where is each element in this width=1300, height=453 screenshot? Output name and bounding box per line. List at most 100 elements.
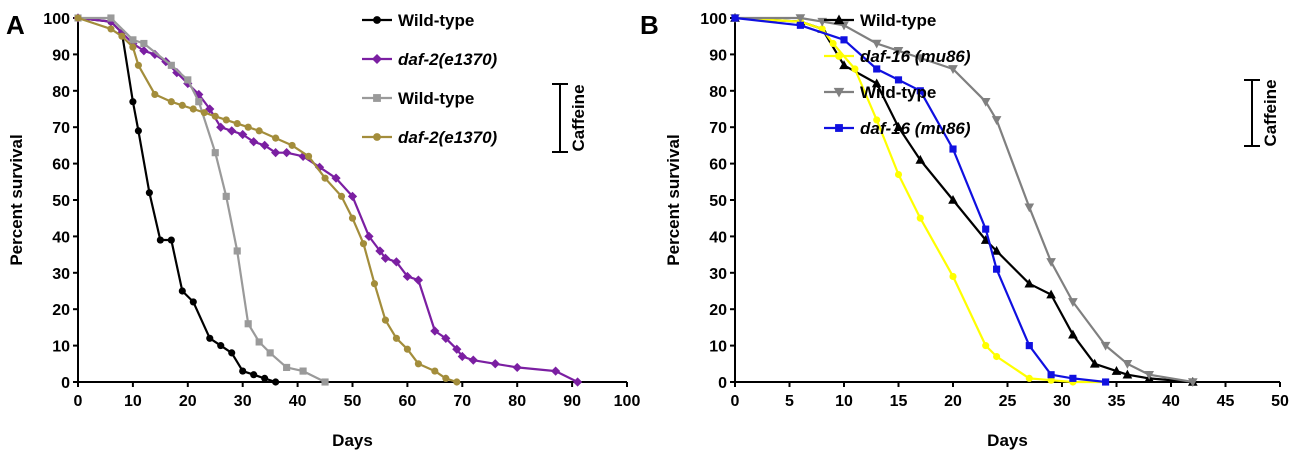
data-point: [1069, 374, 1077, 382]
data-point: [512, 362, 522, 373]
legend-label: daf-16 (mu86): [860, 47, 971, 66]
data-point: [233, 119, 241, 128]
data-point: [490, 359, 500, 369]
x-tick-label: 25: [999, 393, 1017, 410]
data-point: [118, 32, 126, 40]
data-point: [1144, 370, 1155, 380]
x-tick-label: 40: [289, 393, 307, 410]
data-point: [239, 367, 247, 375]
series-line: [77, 16, 458, 384]
data-point: [1047, 371, 1055, 379]
data-point: [993, 352, 1001, 361]
data-point: [840, 36, 848, 44]
x-tick-label: 90: [563, 393, 581, 410]
data-point: [321, 378, 329, 386]
data-point: [818, 25, 826, 33]
data-point: [129, 36, 137, 44]
legend-marker: [833, 14, 845, 25]
data-point: [1046, 258, 1056, 267]
series-3: [74, 14, 329, 386]
data-point: [873, 116, 881, 124]
y-tick-label: 30: [709, 266, 727, 283]
data-point: [871, 39, 882, 49]
data-point: [915, 54, 926, 64]
legend-marker: [373, 16, 381, 24]
data-point: [195, 98, 203, 106]
y-tick-label: 80: [709, 84, 727, 101]
x-tick-label: 10: [124, 393, 142, 410]
data-point: [74, 14, 82, 22]
data-point: [107, 14, 115, 22]
data-point: [392, 334, 400, 342]
data-point: [211, 149, 219, 157]
data-point: [272, 134, 280, 142]
legend-marker: [835, 52, 843, 60]
data-point: [380, 253, 391, 263]
data-point: [129, 43, 137, 51]
data-point: [228, 349, 236, 357]
x-tick-label: 100: [614, 393, 641, 410]
data-point: [391, 257, 402, 267]
legend-entry: daf-2(e1370): [362, 128, 498, 147]
y-tick-label: 70: [52, 120, 70, 137]
y-tick-label: 50: [52, 193, 70, 210]
series-line: [734, 16, 1106, 384]
y-tick-label: 0: [718, 375, 727, 392]
y-tick-label: 20: [709, 302, 727, 319]
data-point: [468, 355, 478, 365]
x-tick-label: 50: [1271, 393, 1289, 410]
data-point: [211, 112, 219, 120]
data-point: [244, 320, 252, 328]
data-point: [134, 61, 142, 69]
data-point: [359, 240, 368, 248]
data-point: [551, 366, 561, 376]
data-point: [442, 374, 450, 382]
data-point: [893, 46, 904, 56]
data-point: [1068, 329, 1078, 339]
data-point: [431, 367, 439, 375]
legend-entry: daf-16 (mu86): [824, 47, 971, 66]
data-point: [233, 247, 241, 255]
panel-a: A 0 10 20 30 40 50 60 70 80 90 100 0 10 20 30 40 50 60 70 8…: [6, 10, 640, 450]
x-tick-label: 70: [453, 393, 471, 410]
y-tick-label: 70: [709, 120, 727, 137]
y-tick-label: 90: [52, 47, 70, 64]
data-point: [151, 90, 159, 99]
y-tick-label: 0: [61, 375, 70, 392]
data-point: [991, 116, 1002, 125]
data-point: [178, 101, 186, 109]
data-point: [1111, 366, 1122, 375]
data-point: [457, 351, 467, 362]
y-axis-label: Percent survival: [664, 134, 683, 265]
data-point: [375, 246, 385, 256]
legend-marker: [371, 53, 383, 65]
data-point: [172, 67, 182, 78]
data-point: [129, 98, 137, 106]
legend-marker: [835, 124, 843, 132]
data-point: [282, 148, 292, 158]
legend-label: Wild-type: [398, 89, 474, 108]
data-point: [441, 333, 451, 343]
data-point: [222, 192, 230, 200]
y-tick-label: 10: [709, 339, 727, 356]
data-point: [128, 38, 138, 49]
caffeine-bracket: Caffeine: [552, 83, 588, 153]
x-tick-label: 30: [234, 393, 252, 410]
data-point: [189, 298, 197, 306]
data-point: [731, 14, 739, 22]
data-point: [1102, 378, 1110, 386]
data-point: [915, 154, 926, 164]
data-point: [200, 109, 208, 117]
data-point: [402, 271, 413, 282]
y-tick-label: 20: [52, 302, 70, 319]
data-point: [413, 275, 423, 285]
data-point: [271, 148, 281, 158]
data-point: [321, 174, 329, 182]
data-point: [982, 225, 990, 233]
data-point: [572, 377, 583, 387]
x-tick-label: 15: [890, 393, 908, 410]
y-tick-label: 100: [43, 11, 70, 28]
data-point: [453, 378, 461, 386]
data-point: [1122, 369, 1133, 379]
legend-entry: Wild-type: [362, 89, 474, 108]
